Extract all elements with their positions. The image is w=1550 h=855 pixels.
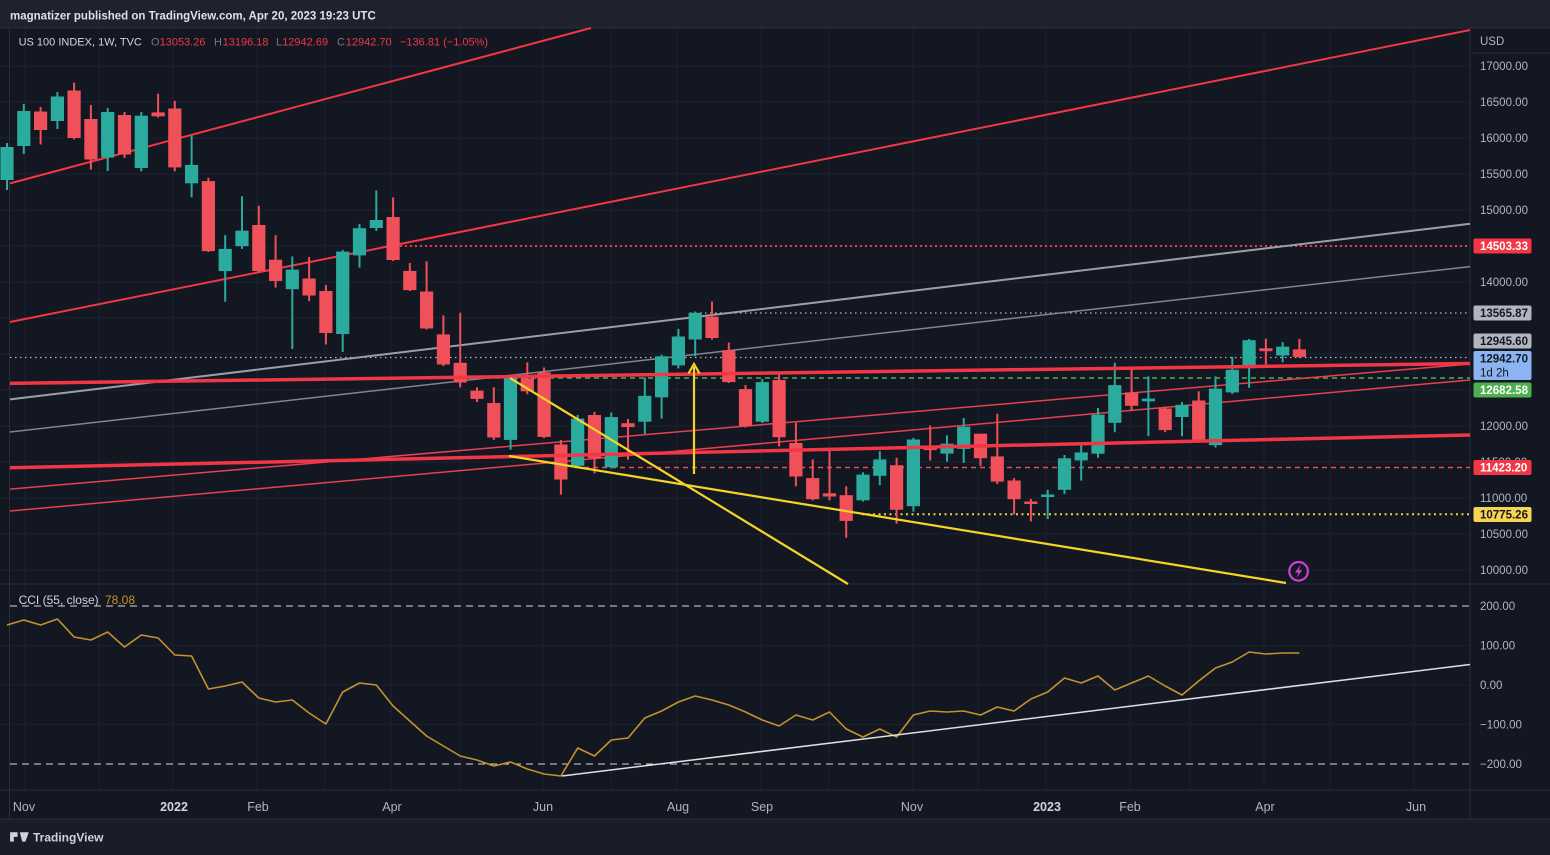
svg-text:200.00: 200.00 [1480,601,1515,613]
svg-text:−136.81 (−1.05%): −136.81 (−1.05%) [400,36,488,48]
svg-text:Apr: Apr [1255,800,1274,814]
svg-text:100.00: 100.00 [1480,641,1515,653]
svg-text:CCI (55, close): CCI (55, close) [19,593,99,607]
svg-text:O: O [151,36,160,48]
svg-text:10000.00: 10000.00 [1480,565,1528,577]
svg-text:15000.00: 15000.00 [1480,205,1528,217]
svg-text:−200.00: −200.00 [1480,759,1522,771]
svg-text:USD: USD [1480,36,1504,48]
svg-text:L: L [276,36,282,48]
svg-text:2022: 2022 [160,800,188,814]
svg-text:17000.00: 17000.00 [1480,61,1528,73]
svg-text:Jun: Jun [533,800,553,814]
svg-text:10500.00: 10500.00 [1480,529,1528,541]
svg-text:10775.26: 10775.26 [1480,510,1528,522]
svg-text:Sep: Sep [751,800,773,814]
svg-text:78.08: 78.08 [105,593,135,607]
svg-text:14000.00: 14000.00 [1480,277,1528,289]
svg-text:Nov: Nov [13,800,36,814]
svg-text:Jun: Jun [1406,800,1426,814]
svg-text:TradingView: TradingView [33,830,104,844]
svg-text:14503.33: 14503.33 [1480,241,1528,253]
svg-text:12942.70: 12942.70 [346,36,392,48]
svg-text:16500.00: 16500.00 [1480,97,1528,109]
svg-text:Aug: Aug [667,800,689,814]
svg-text:11000.00: 11000.00 [1480,493,1527,505]
svg-text:magnatizer published on Tradin: magnatizer published on TradingView.com,… [10,11,376,23]
svg-text:C: C [337,36,345,48]
svg-text:13196.18: 13196.18 [223,36,269,48]
svg-text:2023: 2023 [1033,800,1061,814]
svg-text:16000.00: 16000.00 [1480,133,1528,145]
svg-text:H: H [214,36,222,48]
svg-text:12682.58: 12682.58 [1480,385,1529,397]
svg-text:US 100 INDEX, 1W, TVC: US 100 INDEX, 1W, TVC [19,36,142,48]
svg-text:1d 2h: 1d 2h [1480,368,1509,380]
svg-text:Feb: Feb [247,800,269,814]
svg-text:Nov: Nov [901,800,924,814]
svg-text:11423.20: 11423.20 [1480,463,1527,475]
svg-text:Apr: Apr [382,800,401,814]
svg-text:12942.69: 12942.69 [282,36,328,48]
svg-text:13565.87: 13565.87 [1480,308,1528,320]
svg-text:12000.00: 12000.00 [1480,421,1528,433]
svg-text:15500.00: 15500.00 [1480,169,1528,181]
svg-text:12945.60: 12945.60 [1480,336,1528,348]
svg-text:13053.26: 13053.26 [160,36,206,48]
svg-text:−100.00: −100.00 [1480,720,1522,732]
svg-text:12942.70: 12942.70 [1480,354,1528,366]
svg-text:0.00: 0.00 [1480,680,1502,692]
svg-text:Feb: Feb [1119,800,1141,814]
